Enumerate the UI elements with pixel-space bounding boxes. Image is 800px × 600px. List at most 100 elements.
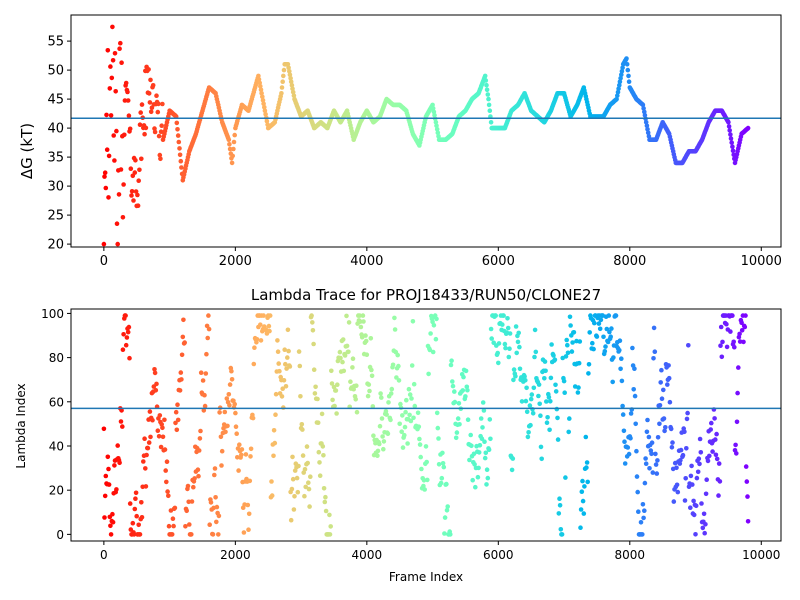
- lambda-point: [267, 313, 273, 318]
- lambda-point: [562, 390, 567, 396]
- delta-g-point: [125, 98, 131, 103]
- lambda-point: [665, 382, 670, 387]
- delta-g-point: [432, 113, 437, 118]
- lambda-point: [549, 342, 554, 347]
- lambda-point: [634, 474, 640, 479]
- lambda-point: [544, 420, 550, 426]
- lambda-point: [422, 487, 428, 492]
- lambda-point: [523, 398, 529, 404]
- lambda-point: [553, 382, 558, 388]
- lambda-point: [385, 431, 391, 437]
- lambda-point: [353, 397, 359, 402]
- lambda-point: [360, 313, 366, 318]
- lambda-point: [350, 365, 355, 370]
- lambda-point: [528, 422, 533, 428]
- delta-g-point: [135, 203, 141, 208]
- lambda-point: [366, 382, 372, 387]
- lambda-point: [580, 498, 586, 504]
- lambda-point: [582, 484, 587, 489]
- lambda-point: [473, 484, 478, 490]
- lambda-point: [417, 442, 423, 447]
- lambda-point: [640, 532, 645, 537]
- delta-g-point: [129, 193, 134, 198]
- delta-g-point: [175, 133, 181, 138]
- lambda-point: [511, 377, 516, 383]
- lambda-point: [400, 413, 405, 418]
- delta-g-point: [127, 126, 133, 132]
- lambda-point: [341, 368, 347, 374]
- lambda-point: [321, 486, 327, 491]
- lambda-point: [101, 426, 107, 432]
- lambda-point: [380, 434, 385, 439]
- x-tick-label: 10000: [741, 254, 782, 269]
- delta-g-point: [643, 120, 649, 125]
- lambda-point: [461, 374, 466, 380]
- lambda-point: [628, 436, 633, 441]
- lambda-point: [666, 363, 671, 368]
- lambda-point: [519, 399, 525, 404]
- lambda-point: [246, 527, 251, 532]
- lambda-point: [304, 444, 310, 449]
- lambda-point: [606, 313, 612, 318]
- lambda-point: [431, 323, 437, 328]
- lambda-point: [395, 352, 401, 358]
- lambda-point: [511, 367, 517, 372]
- lambda-point: [714, 456, 720, 462]
- lambda-point: [714, 431, 719, 437]
- lambda-point: [377, 423, 383, 429]
- lambda-point: [198, 370, 204, 376]
- lambda-point: [733, 442, 738, 448]
- lambda-point: [179, 377, 184, 382]
- lambda-point: [610, 379, 615, 385]
- lambda-point: [162, 447, 168, 452]
- delta-g-point: [177, 146, 182, 151]
- lambda-point: [712, 416, 717, 421]
- lambda-point: [666, 375, 672, 381]
- delta-g-point: [280, 79, 286, 84]
- lambda-point: [232, 401, 237, 407]
- lambda-point: [476, 450, 482, 455]
- lambda-point: [306, 486, 312, 492]
- lambda-point: [691, 498, 696, 504]
- lambda-point: [323, 494, 328, 500]
- delta-g-point: [728, 132, 733, 137]
- x-tick-label: 6000: [483, 548, 514, 562]
- lambda-point: [619, 356, 624, 362]
- lambda-point: [718, 324, 724, 330]
- lambda-point: [369, 367, 374, 373]
- lambda-point: [436, 436, 441, 441]
- lambda-point: [315, 420, 321, 426]
- lambda-point: [288, 517, 294, 523]
- lambda-point: [280, 386, 286, 392]
- lambda-point: [210, 532, 216, 537]
- lambda-point: [407, 412, 412, 418]
- lambda-point: [158, 444, 164, 450]
- lambda-point: [435, 425, 441, 431]
- delta-g-point: [436, 133, 441, 139]
- lambda-point: [720, 339, 725, 345]
- lambda-point: [410, 319, 416, 324]
- delta-g-point: [120, 215, 126, 220]
- y-tick-label: 20: [49, 484, 64, 498]
- lambda-point: [448, 532, 453, 537]
- lambda-point: [392, 327, 398, 332]
- lambda-point: [563, 475, 568, 480]
- lambda-point: [448, 362, 454, 368]
- delta-g-point: [109, 75, 115, 81]
- lambda-point: [269, 479, 274, 484]
- lambda-point: [632, 393, 638, 399]
- delta-g-point: [624, 56, 629, 61]
- delta-g-yticks: 20 25 30 35 40 45 50 55: [47, 35, 71, 253]
- lambda-point: [546, 395, 552, 400]
- lambda-point: [108, 532, 114, 537]
- delta-g-point: [102, 170, 108, 175]
- delta-g-point: [110, 24, 115, 30]
- lambda-point: [337, 349, 343, 355]
- lambda-point: [476, 465, 481, 471]
- lambda-point: [317, 460, 322, 465]
- delta-g-point: [487, 108, 493, 113]
- lambda-point: [271, 453, 276, 459]
- lambda-point: [694, 475, 700, 481]
- lambda-point: [427, 347, 433, 353]
- lambda-point: [335, 382, 340, 388]
